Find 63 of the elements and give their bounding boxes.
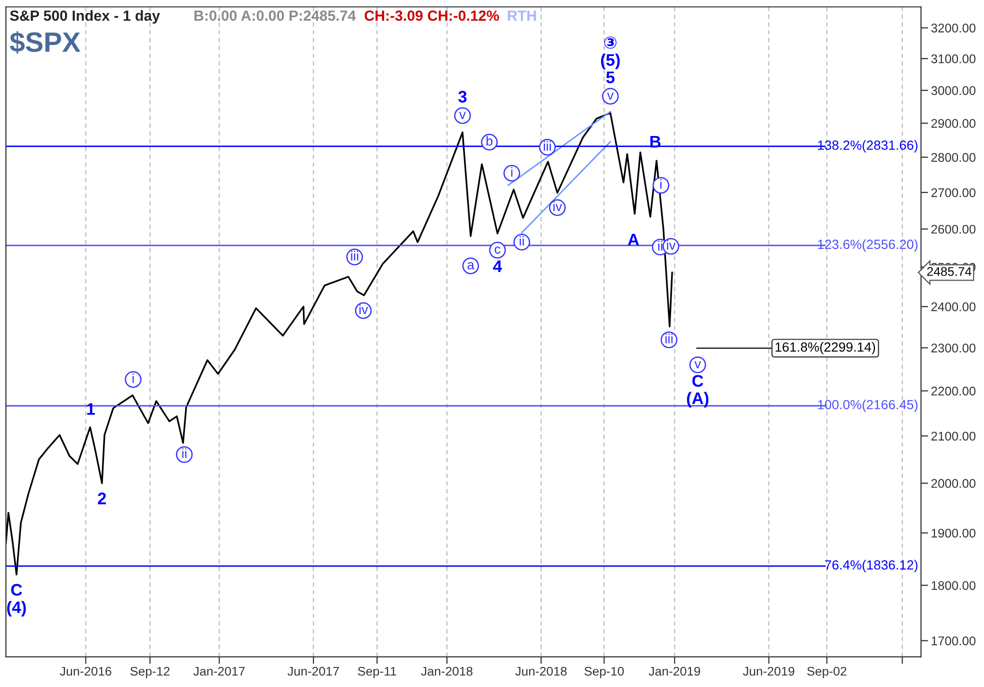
annotation: CH:-3.09 CH:-0.12%	[364, 10, 499, 21]
annotation: C	[11, 584, 22, 596]
x-tick-label: Sep-02	[807, 666, 846, 678]
y-tick-label: 2800.00	[931, 153, 976, 162]
annotation: ii	[658, 240, 662, 250]
y-tick-label: 2600.00	[931, 224, 976, 234]
annotation: 3	[458, 90, 467, 103]
y-tick-label: 1700.00	[932, 636, 976, 646]
annotation: RTH	[508, 10, 536, 21]
x-tick-label: Jun-2018	[515, 666, 567, 676]
annotation: b	[486, 136, 492, 146]
annotation: iii	[351, 250, 358, 260]
annotation: i	[132, 373, 134, 383]
y-tick-label: 2200.00	[931, 386, 976, 396]
y-tick-label: 2100.00	[931, 432, 976, 441]
annotation: (4)	[7, 600, 26, 617]
annotation: c	[494, 246, 500, 254]
annotation: i	[511, 167, 512, 177]
x-tick-label: Jan-2018	[421, 666, 472, 676]
annotation: iv	[359, 304, 368, 314]
x-tick-label: Jun-2016	[60, 666, 112, 676]
y-tick-label: 2300.00	[931, 344, 976, 352]
annotation: ii	[520, 236, 524, 246]
annotation: iii	[544, 141, 551, 151]
x-tick-label: Sep-12	[130, 666, 170, 678]
y-tick-label: 1900.00	[932, 528, 976, 538]
chart-title: S&P 500 Index - 1 day	[10, 10, 160, 24]
text: $SPX	[10, 31, 80, 54]
x-tick-label: Jan-2019	[648, 666, 700, 676]
y-tick-label: 2900.00	[931, 119, 976, 128]
annotation: iv	[553, 201, 562, 212]
y-tick-label: 3100.00	[931, 54, 976, 64]
annotation: 1	[87, 403, 95, 415]
x-tick-label: Sep-10	[584, 666, 624, 678]
ref-line-label: 76.4%(1836.12)	[825, 560, 918, 572]
x-tick-label: Jun-2019	[742, 666, 794, 676]
y-tick-label: 2700.00	[931, 188, 976, 198]
x-tick-label: Sep-11	[358, 666, 396, 678]
annotation: iii	[665, 334, 673, 344]
annotation: v	[459, 112, 466, 120]
ref-line-label: 100.0%(2166.45)	[818, 400, 918, 412]
annotation: ③ (5) 5	[601, 36, 620, 84]
y-tick-label: 2000.00	[931, 479, 976, 488]
annotation: a	[468, 262, 474, 270]
annotation: C (A)	[686, 374, 708, 408]
y-tick-label: 3200.00	[931, 24, 976, 32]
annotation: ii	[182, 448, 186, 458]
ref-line-label: 123.6%(2556.20)	[818, 239, 918, 252]
annotation: iv	[666, 240, 676, 250]
annotation: 2	[98, 492, 106, 504]
ref-line-label: 138.2%(2831.66)	[818, 140, 918, 152]
annotation: 4	[493, 260, 502, 272]
y-tick-label: 2400.00	[931, 302, 976, 312]
x-tick-label: Jan-2017	[193, 666, 245, 676]
y-tick-label: 1800.00	[932, 581, 976, 590]
annotation: B:0.00 A:0.00 P:2485.74	[194, 10, 356, 21]
annotation: v	[694, 361, 701, 368]
x-tick-label: Jun-2017	[288, 666, 339, 676]
y-tick-label: 3000.00	[931, 86, 976, 96]
ref-line-label: 161.8%(2299.14)	[776, 342, 876, 354]
annotation: i	[660, 179, 662, 189]
annotation: A	[628, 234, 640, 246]
annotation: v	[607, 92, 614, 100]
